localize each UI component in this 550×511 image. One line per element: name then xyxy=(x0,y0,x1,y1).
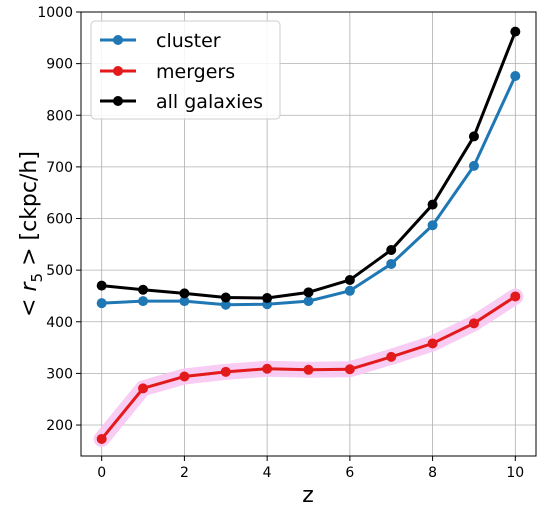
data-point-cluster xyxy=(427,220,438,231)
data-point-all-galaxies xyxy=(138,284,149,295)
data-point-all-galaxies xyxy=(303,287,314,298)
y-tick-label: 400 xyxy=(46,315,73,331)
grid xyxy=(81,11,536,456)
data-point-cluster xyxy=(179,296,190,307)
data-point-cluster xyxy=(510,71,521,82)
plot-frame xyxy=(80,11,537,457)
legend-label-cluster: cluster xyxy=(156,30,221,52)
data-point-cluster xyxy=(468,160,479,171)
legend-frame xyxy=(90,20,281,120)
y-tick-label: 200 xyxy=(46,418,73,434)
data-point-cluster xyxy=(344,285,355,296)
y-axis-title: < r5 > [ckpc/h] xyxy=(17,151,46,317)
data-point-cluster xyxy=(386,258,397,269)
data-point-mergers xyxy=(262,363,273,374)
data-point-mergers xyxy=(344,364,355,375)
data-point-cluster xyxy=(96,298,107,309)
y-tick-label: 600 xyxy=(46,212,73,228)
data-point-mergers xyxy=(179,371,190,382)
x-tick-label: 4 xyxy=(263,465,272,481)
series-lines xyxy=(96,26,521,444)
data-point-mergers xyxy=(96,433,107,444)
legend-marker-cluster xyxy=(113,35,123,45)
data-point-all-galaxies xyxy=(427,199,438,210)
y-tick-label: 800 xyxy=(46,108,73,124)
x-axis-title: z xyxy=(302,483,314,506)
x-tick-label: 10 xyxy=(506,465,524,481)
legend-label-all-galaxies: all galaxies xyxy=(156,91,263,113)
data-point-all-galaxies xyxy=(510,26,521,37)
y-tick-label: 700 xyxy=(46,160,73,176)
data-point-all-galaxies xyxy=(468,131,479,142)
data-point-cluster xyxy=(303,296,314,307)
data-point-mergers xyxy=(303,364,314,375)
data-point-mergers xyxy=(220,366,231,377)
data-point-all-galaxies xyxy=(96,280,107,291)
data-point-all-galaxies xyxy=(344,274,355,285)
data-point-all-galaxies xyxy=(179,288,190,299)
data-point-mergers xyxy=(427,338,438,349)
data-point-mergers xyxy=(468,318,479,329)
y-tick-label: 500 xyxy=(46,263,73,279)
data-point-mergers xyxy=(138,383,149,394)
legend-marker-all-galaxies xyxy=(113,96,123,106)
x-tick-label: 0 xyxy=(97,465,106,481)
tick-labels: 0 2 4 6 8 10 200 300 400 500 600 700 800 900 1000 xyxy=(37,5,524,481)
y-tick-label: 1000 xyxy=(37,5,73,21)
legend: cluster mergers all galaxies xyxy=(90,20,281,120)
data-point-cluster xyxy=(138,296,149,307)
data-point-mergers xyxy=(386,351,397,362)
legend-label-mergers: mergers xyxy=(156,61,235,83)
x-tick-label: 6 xyxy=(345,465,354,481)
data-point-cluster xyxy=(220,299,231,310)
x-tick-label: 2 xyxy=(180,465,189,481)
legend-marker-mergers xyxy=(113,66,123,76)
y-tick-label: 900 xyxy=(46,57,73,73)
data-point-all-galaxies xyxy=(386,245,397,256)
data-point-all-galaxies xyxy=(262,293,273,304)
y-tick-label: 300 xyxy=(46,366,73,382)
data-point-all-galaxies xyxy=(220,292,231,303)
x-tick-label: 8 xyxy=(428,465,437,481)
data-point-mergers xyxy=(510,291,521,302)
